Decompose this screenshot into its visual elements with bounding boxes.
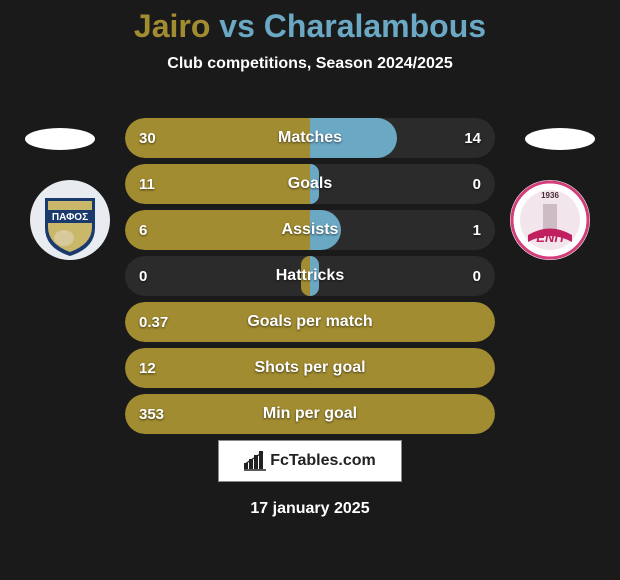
stat-bar-player1 xyxy=(125,348,310,388)
stat-bar-player2 xyxy=(310,256,319,296)
stat-bar-background xyxy=(125,118,495,158)
subtitle: Club competitions, Season 2024/2025 xyxy=(0,55,620,73)
oval-decor-left xyxy=(25,128,95,150)
stat-bar-player2 xyxy=(310,394,495,434)
stat-bar-player1 xyxy=(125,210,310,250)
footer-brand-box[interactable]: FcTables.com xyxy=(218,440,402,482)
stat-bar-background xyxy=(125,394,495,434)
stats-panel: Matches3014 Goals110 Assists61 Hattricks00 G… xyxy=(125,118,495,440)
stat-row: Matches3014 xyxy=(125,118,495,158)
stat-bar-player1 xyxy=(125,302,310,342)
vs-text: vs xyxy=(219,8,255,44)
club-badge-left: ΠΑΦΟΣ xyxy=(30,180,110,260)
stat-bar-background xyxy=(125,164,495,204)
oval-decor-right xyxy=(525,128,595,150)
pafos-badge-icon: ΠΑΦΟΣ xyxy=(30,180,110,260)
stat-bar-player2 xyxy=(310,348,495,388)
svg-text:ΕΝΠ: ΕΝΠ xyxy=(536,230,564,245)
stat-bar-background xyxy=(125,348,495,388)
stat-bar-background xyxy=(125,302,495,342)
stat-bar-player1 xyxy=(125,118,310,158)
svg-text:1936: 1936 xyxy=(541,191,559,200)
stat-row: Hattricks00 xyxy=(125,256,495,296)
comparison-title: Jairo vs Charalambous xyxy=(0,0,620,45)
stat-row: Min per goal353 xyxy=(125,394,495,434)
stat-bar-player1 xyxy=(125,164,310,204)
stat-bar-player2 xyxy=(310,118,397,158)
bar-chart-icon xyxy=(244,451,266,471)
stat-row: Shots per goal12 xyxy=(125,348,495,388)
player1-name: Jairo xyxy=(134,8,210,44)
stat-row: Goals per match0.37 xyxy=(125,302,495,342)
enp-badge-icon: 1936 ΕΝΠ xyxy=(510,180,590,260)
stat-bar-player2 xyxy=(310,302,495,342)
club-badge-right: 1936 ΕΝΠ xyxy=(510,180,590,260)
footer-brand-text: FcTables.com xyxy=(270,452,376,470)
footer-date: 17 january 2025 xyxy=(0,500,620,518)
stat-bar-background xyxy=(125,210,495,250)
stat-row: Goals110 xyxy=(125,164,495,204)
stat-bar-player1 xyxy=(301,256,310,296)
stat-bar-player1 xyxy=(125,394,310,434)
stat-bar-player2 xyxy=(310,210,341,250)
stat-bar-background xyxy=(125,256,495,296)
svg-text:ΠΑΦΟΣ: ΠΑΦΟΣ xyxy=(52,212,88,223)
stat-row: Assists61 xyxy=(125,210,495,250)
stat-bar-player2 xyxy=(310,164,319,204)
player2-name: Charalambous xyxy=(264,8,486,44)
